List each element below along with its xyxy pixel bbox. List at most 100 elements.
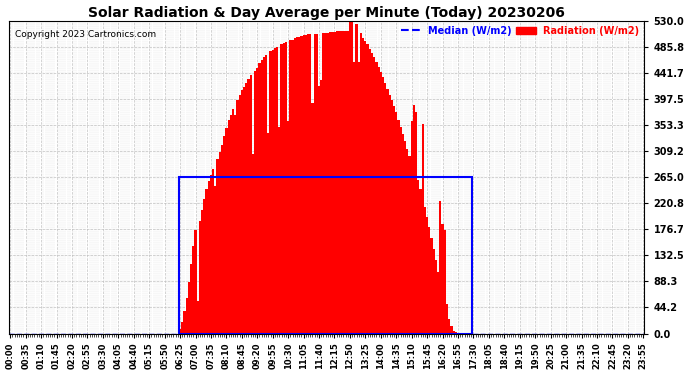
Bar	[232, 109, 234, 333]
Bar	[280, 44, 283, 333]
Bar	[344, 32, 346, 333]
Bar	[431, 238, 433, 333]
Bar	[252, 153, 254, 333]
Bar	[193, 246, 195, 333]
Bar	[283, 43, 285, 333]
Bar	[181, 322, 184, 333]
Bar	[228, 120, 230, 333]
Bar	[219, 152, 221, 333]
Bar	[406, 149, 408, 333]
Bar	[212, 170, 215, 333]
Text: Copyright 2023 Cartronics.com: Copyright 2023 Cartronics.com	[15, 30, 157, 39]
Bar	[263, 57, 265, 333]
Bar	[206, 189, 208, 333]
Bar	[428, 227, 431, 333]
Bar	[393, 106, 395, 333]
Bar	[186, 298, 188, 333]
Bar	[239, 94, 241, 333]
Bar	[404, 141, 406, 333]
Bar	[415, 112, 417, 333]
Bar	[453, 331, 455, 333]
Bar	[391, 100, 393, 333]
Bar	[289, 40, 291, 333]
Bar	[201, 210, 204, 333]
Bar	[411, 121, 413, 333]
Bar	[199, 221, 201, 333]
Bar	[291, 40, 294, 333]
Bar	[342, 32, 344, 333]
Bar	[366, 44, 368, 333]
Bar	[353, 62, 355, 333]
Bar	[388, 94, 391, 333]
Bar	[215, 186, 217, 333]
Bar	[373, 57, 375, 333]
Bar	[384, 83, 386, 333]
Bar	[417, 180, 420, 333]
Bar	[324, 33, 327, 333]
Bar	[272, 50, 274, 333]
Bar	[400, 127, 402, 333]
Bar	[195, 230, 197, 333]
Bar	[338, 32, 340, 333]
Bar	[278, 127, 280, 333]
Bar	[395, 112, 397, 333]
Bar	[397, 120, 400, 333]
Bar	[237, 100, 239, 333]
Bar	[357, 62, 360, 333]
Bar	[258, 63, 261, 333]
Bar	[247, 79, 250, 333]
Bar	[302, 36, 305, 333]
Bar	[329, 32, 331, 333]
Bar	[360, 33, 362, 333]
Bar	[433, 249, 435, 333]
Bar	[276, 47, 278, 333]
Bar	[300, 36, 302, 333]
Bar	[274, 48, 276, 333]
Bar	[422, 124, 424, 333]
Bar	[437, 272, 440, 333]
Bar	[250, 75, 252, 333]
Bar	[331, 32, 333, 333]
Bar	[245, 83, 247, 333]
Bar	[316, 34, 318, 333]
Bar	[318, 86, 320, 333]
Bar	[269, 51, 272, 333]
Bar	[307, 34, 309, 333]
Bar	[380, 72, 382, 333]
Bar	[265, 55, 267, 333]
Bar	[243, 87, 245, 333]
Bar	[230, 115, 232, 333]
Bar	[223, 136, 226, 333]
Bar	[426, 217, 428, 333]
Bar	[375, 62, 377, 333]
Bar	[364, 41, 366, 333]
Bar	[442, 224, 444, 333]
Bar	[335, 32, 338, 333]
Bar	[188, 282, 190, 333]
Bar	[296, 37, 298, 333]
Bar	[322, 33, 324, 333]
Bar	[309, 34, 311, 333]
Bar	[340, 32, 342, 333]
Legend: Median (W/m2), Radiation (W/m2): Median (W/m2), Radiation (W/m2)	[400, 26, 640, 36]
Bar	[226, 128, 228, 333]
Bar	[256, 68, 258, 333]
Bar	[267, 133, 269, 333]
Bar	[349, 21, 351, 333]
Bar	[351, 22, 353, 333]
Bar	[261, 60, 263, 333]
Bar	[204, 199, 206, 333]
Bar	[355, 24, 357, 333]
Bar	[184, 311, 186, 333]
Bar	[221, 145, 223, 333]
Bar	[446, 304, 448, 333]
Bar	[333, 32, 335, 333]
Bar	[420, 189, 422, 333]
Bar	[448, 319, 451, 333]
Bar	[210, 176, 212, 333]
Bar	[382, 77, 384, 333]
Bar	[327, 33, 329, 333]
Bar	[190, 264, 193, 333]
Bar	[413, 105, 415, 333]
Bar	[217, 159, 219, 333]
